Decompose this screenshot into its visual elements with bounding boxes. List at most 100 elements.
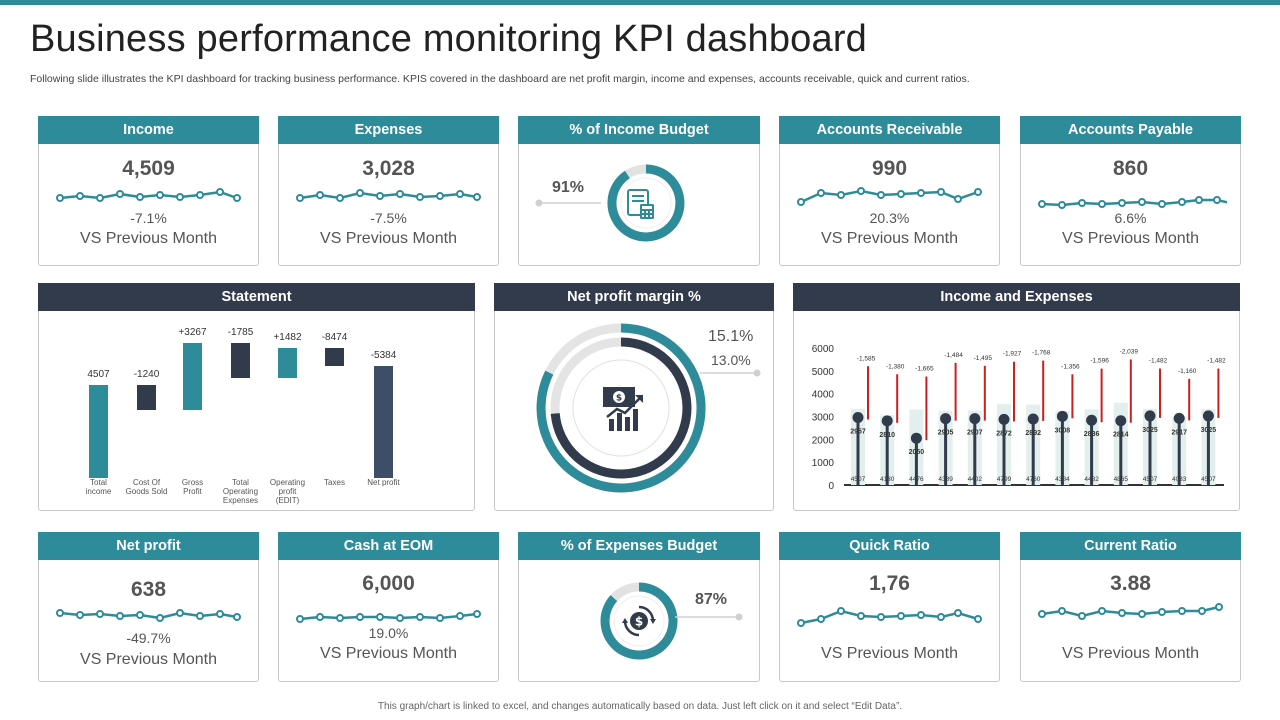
cash-eom-change: 19.0% <box>368 625 409 641</box>
svg-text:$: $ <box>616 394 622 404</box>
income-value-label: 4402 <box>968 476 983 483</box>
svg-text:$: $ <box>635 615 643 629</box>
expense-value-label: 2810 <box>879 432 895 439</box>
expense-bar <box>1148 415 1152 485</box>
net-profit-margin-donut <box>536 323 761 493</box>
expense-bar <box>1031 418 1035 485</box>
income-card[interactable]: Income 4,509 -7.1% VS Previous Month <box>38 116 259 266</box>
expense-bar <box>885 420 889 485</box>
expense-marker <box>969 413 981 425</box>
waterfall-category-label: Taxes <box>324 478 345 487</box>
money-growth-icon: $ <box>603 387 643 431</box>
income-card-title: Income <box>38 116 259 144</box>
income-budget-card-title: % of Income Budget <box>518 116 760 144</box>
income-value-label: 4799 <box>997 476 1012 483</box>
income-expenses-chart: 6000 5000 4000 3000 2000 1000 0 -1,585 2957 4507 -… <box>812 344 1226 492</box>
waterfall-bar-label: 4507 <box>87 369 110 380</box>
income-value: 4,509 <box>122 157 175 180</box>
current-ratio-compare: VS Previous Month <box>1062 645 1199 662</box>
expense-bar <box>1206 415 1210 485</box>
expenses-compare: VS Previous Month <box>320 230 457 247</box>
net-profit-margin-inner-value: 13.0% <box>711 352 751 368</box>
quick-ratio-card[interactable]: Quick Ratio 1,76 VS Previous Month <box>779 532 1000 682</box>
waterfall-bar-label: +1482 <box>273 332 302 343</box>
income-value-label: 4760 <box>1026 476 1041 483</box>
waterfall-category-label: Cost Of Goods Sold <box>126 478 168 496</box>
income-value-label: 4389 <box>938 476 953 483</box>
accounts-receivable-sparkline <box>797 187 982 206</box>
expense-marker <box>998 413 1010 425</box>
expense-bar <box>944 418 948 485</box>
cash-eom-sparkline <box>296 610 481 623</box>
statement-card-title: Statement <box>38 283 475 311</box>
cash-eom-card[interactable]: Cash at EOM 6,000 19.0% VS Previous Mont… <box>278 532 499 682</box>
expense-bar <box>973 418 977 485</box>
expense-marker <box>940 413 952 425</box>
quick-ratio-card-title: Quick Ratio <box>779 532 1000 560</box>
expense-value-label: 2872 <box>996 430 1012 437</box>
difference-label: -1,927 <box>1003 351 1022 358</box>
income-value-label: 4476 <box>909 476 924 483</box>
difference-label: -1,495 <box>974 355 993 362</box>
waterfall-category-label: Total income <box>86 478 112 496</box>
expenses-budget-card[interactable]: % of Expenses Budget 87% $ <box>518 532 760 682</box>
expense-value-label: 2957 <box>850 428 866 435</box>
difference-label: -1,482 <box>1149 358 1168 365</box>
expenses-card[interactable]: Expenses 3,028 -7.5% VS Previous Month <box>278 116 499 266</box>
expense-marker <box>1027 413 1039 425</box>
current-ratio-sparkline <box>1038 603 1223 620</box>
difference-label: -1,160 <box>1178 368 1197 375</box>
quick-ratio-sparkline <box>797 607 982 627</box>
accounts-payable-card[interactable]: Accounts Payable 860 6.6% VS Previous Mo… <box>1020 116 1241 266</box>
income-expenses-card[interactable]: Income and Expenses 6000 5000 4000 3000 2000… <box>793 283 1240 511</box>
waterfall-category-label: Net profit <box>367 478 400 487</box>
expense-marker <box>1202 410 1214 422</box>
statement-card[interactable]: Statement 4507 Total income -1240 Cost Of Goo… <box>38 283 475 511</box>
waterfall-bar-label: -1785 <box>228 327 254 338</box>
expense-marker <box>1056 410 1068 422</box>
y-tick-label: 0 <box>828 481 834 492</box>
expense-value-label: 2836 <box>1084 431 1100 438</box>
waterfall-bar <box>278 348 297 378</box>
statement-waterfall-chart: 4507 Total income -1240 Cost Of Goods Sold +32… <box>86 327 401 505</box>
expense-value-label: 3025 <box>1201 427 1217 434</box>
expense-bar <box>1060 416 1064 485</box>
accounts-receivable-card[interactable]: Accounts Receivable 990 20.3% VS Previou… <box>779 116 1000 266</box>
y-tick-label: 6000 <box>812 344 835 355</box>
difference-label: -1,356 <box>1061 363 1080 370</box>
expense-bar <box>1177 418 1181 485</box>
expense-value-label: 2814 <box>1113 432 1129 439</box>
accounts-payable-compare: VS Previous Month <box>1062 230 1199 247</box>
waterfall-bar <box>325 348 344 366</box>
current-ratio-card[interactable]: Current Ratio 3.88 VS Previous Month <box>1020 532 1241 682</box>
net-profit-value: 638 <box>130 578 167 601</box>
y-tick-label: 3000 <box>812 413 835 424</box>
y-tick-label: 1000 <box>812 458 835 469</box>
difference-label: -2,039 <box>1120 348 1139 355</box>
waterfall-category-label: Gross Profit <box>182 478 203 496</box>
income-sparkline <box>56 188 241 202</box>
difference-label: -1,482 <box>1207 358 1226 365</box>
cash-eom-value: 6,000 <box>362 572 415 595</box>
dollar-cycle-icon: $ <box>622 605 656 637</box>
net-profit-margin-card[interactable]: Net profit margin % 15.1% 13.0% $ <box>494 283 774 511</box>
income-budget-donut <box>535 164 685 242</box>
expenses-budget-card-title: % of Expenses Budget <box>518 532 760 560</box>
income-budget-card[interactable]: % of Income Budget 91% <box>518 116 760 266</box>
net-profit-card-title: Net profit <box>38 532 259 560</box>
current-ratio-value: 3.88 <box>1110 572 1151 595</box>
expense-value-label: 2050 <box>909 449 925 456</box>
difference-label: -1,380 <box>886 363 905 370</box>
expenses-card-title: Expenses <box>278 116 499 144</box>
difference-label: -1,768 <box>1032 350 1051 357</box>
net-profit-card[interactable]: Net profit 638 -49.7% VS Previous Month <box>38 532 259 682</box>
net-profit-margin-outer-value: 15.1% <box>708 328 754 345</box>
waterfall-bar <box>231 343 250 378</box>
expense-value-label: 2905 <box>938 430 954 437</box>
expense-marker <box>1173 412 1185 424</box>
income-value-label: 4507 <box>1143 476 1158 483</box>
accounts-payable-change: 6.6% <box>1114 210 1147 226</box>
expense-marker <box>1144 410 1156 422</box>
y-tick-label: 5000 <box>812 367 835 378</box>
difference-label: -1,484 <box>944 352 963 359</box>
